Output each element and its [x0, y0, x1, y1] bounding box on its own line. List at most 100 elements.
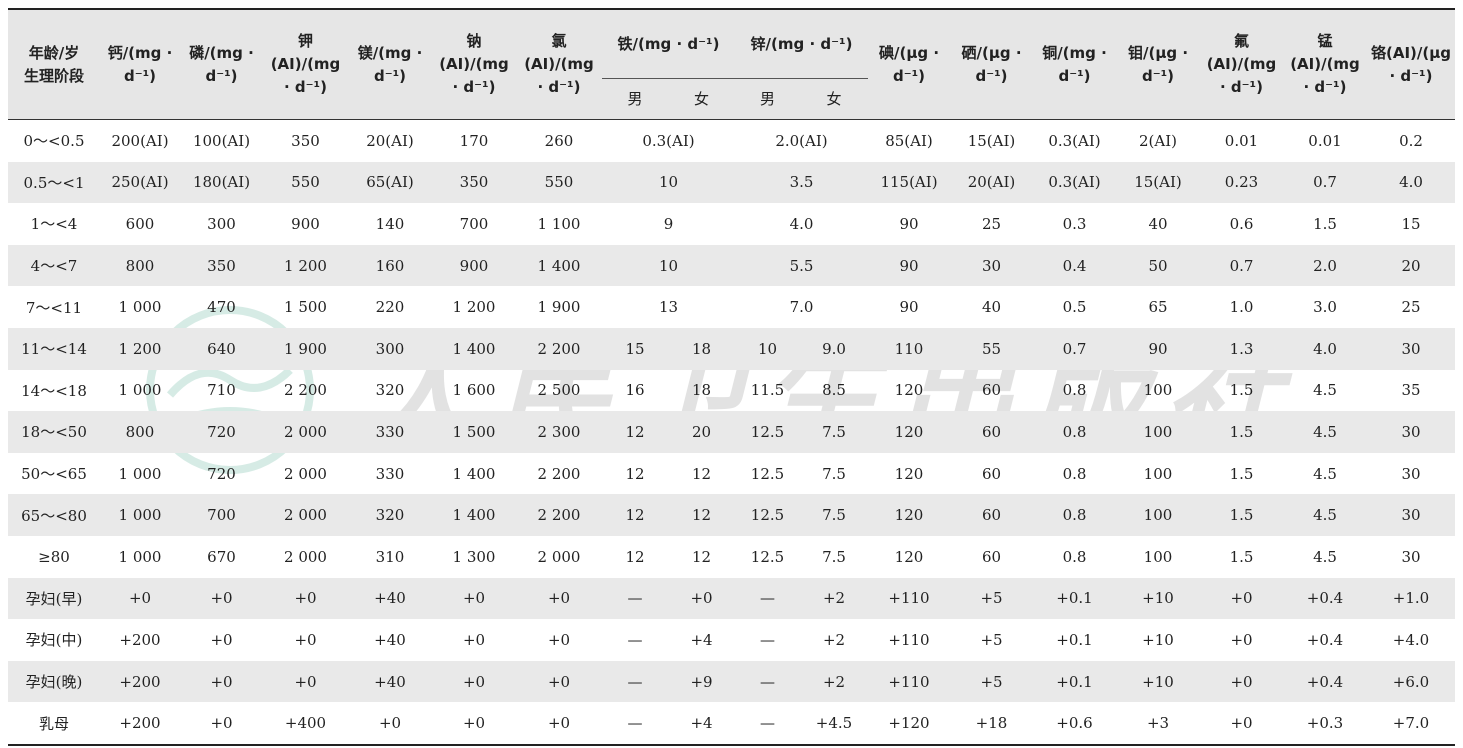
table-cell: +0 [516, 660, 602, 703]
sub-header-cell: 男 [735, 78, 800, 120]
table-cell: +110 [868, 660, 950, 703]
table-cell: +40 [374, 630, 406, 649]
table-cell: 1 600 [452, 381, 496, 400]
table-cell: 18 [691, 381, 712, 400]
table-row: 14～<18 1 000 710 2 200 320 1 600 2 500 16 18 11.5… [8, 370, 1455, 412]
table-cell: 1 900 [537, 298, 581, 317]
table-cell: +0 [100, 577, 180, 620]
table-cell: +18 [975, 714, 1008, 733]
header-cell: 氯(AI)/(mg · d⁻¹) [516, 9, 602, 120]
header-cell: 氟(AI)/(mg · d⁻¹) [1200, 9, 1283, 120]
table-cell: 2 000 [284, 547, 327, 566]
table-cell: +0 [180, 577, 263, 620]
table-cell: — [627, 714, 643, 733]
table-cell: 4.5 [1313, 547, 1337, 566]
table-cell: 100 [1143, 464, 1173, 483]
table-cell: +0 [1230, 630, 1253, 649]
table-cell: +0 [1200, 660, 1283, 703]
row-label: 50～<65 [21, 465, 87, 484]
table-cell: 170 [459, 131, 489, 150]
header-cell: 铬(AI)/(μg · d⁻¹) [1367, 9, 1455, 120]
row-label: 11～<14 [8, 327, 100, 370]
header-cell: 钾(AI)/(mg · d⁻¹) [263, 9, 348, 120]
table-cell: 9.0 [800, 327, 868, 370]
table-cell: 0.8 [1062, 464, 1087, 483]
table-cell: 900 [432, 244, 516, 287]
table-cell: 670 [207, 547, 236, 566]
table-cell: +200 [119, 630, 161, 649]
table-cell: 30 [1367, 494, 1455, 536]
table-cell: 100 [1116, 411, 1200, 453]
table-cell: 2 000 [263, 494, 348, 536]
table-cell: 1 400 [452, 464, 496, 483]
table-cell: +0 [294, 630, 317, 649]
table-cell: 1 000 [118, 298, 162, 317]
table-cell: +4.5 [815, 714, 853, 733]
table-cell: 2 200 [537, 464, 581, 483]
table-cell: 7.5 [822, 464, 846, 483]
table-header: 年龄/岁 生理阶段 钙/(mg · d⁻¹) 磷/(mg · d⁻¹) 钾(AI)/(m… [8, 9, 1455, 120]
table-cell: — [627, 630, 643, 649]
table-cell: +120 [888, 714, 930, 733]
table-cell: 1 000 [118, 464, 162, 483]
table-cell: +0 [462, 714, 486, 733]
table-cell: +110 [868, 577, 950, 620]
table-cell: 320 [348, 494, 432, 536]
table-cell: 12 [691, 547, 712, 566]
table-cell: +7.0 [1392, 714, 1430, 733]
table-cell: — [735, 577, 800, 620]
table-cell: 200(AI) [111, 131, 169, 150]
table-row: 65～<80 1 000 700 2 000 320 1 400 2 200 12 12 12.5… [8, 494, 1455, 536]
header-line: 年龄/岁 [28, 43, 80, 62]
table-row: 0.5～<1 250(AI) 180(AI) 550 65(AI) 350 550 10 3.5… [8, 161, 1455, 204]
table-cell: 100 [1143, 381, 1173, 400]
table-cell: +4.0 [1392, 630, 1430, 649]
header-cell: 钠(AI)/(mg · d⁻¹) [432, 9, 516, 120]
table-cell: 55 [950, 327, 1033, 370]
table-cell: 16 [625, 381, 645, 400]
table-cell: — [760, 630, 775, 649]
table-cell: 1 100 [537, 214, 581, 233]
table-cell: 1.5 [1229, 381, 1254, 400]
table-cell: 2 000 [263, 411, 348, 453]
row-label: 4～<7 [8, 244, 100, 287]
table-cell: 65(AI) [348, 161, 432, 204]
table-cell: +4 [690, 714, 713, 733]
table-cell: 35 [1401, 381, 1421, 400]
header-cell: 年龄/岁 生理阶段 [8, 9, 100, 120]
table-cell: 40 [1148, 214, 1168, 233]
table-cell: 1 900 [263, 327, 348, 370]
row-label: 0～<0.5 [23, 132, 85, 151]
table-cell: 115(AI) [868, 161, 950, 204]
table-cell: 0.01 [1224, 131, 1259, 150]
table-cell: 65 [1148, 298, 1168, 317]
table-cell: 2 200 [516, 327, 602, 370]
table-cell: 60 [981, 464, 1002, 483]
table-cell: +0 [516, 577, 602, 620]
table-cell: 710 [207, 381, 236, 400]
table-cell: 550 [516, 161, 602, 204]
table-cell: 2 200 [516, 494, 602, 536]
table-cell: +0 [1230, 714, 1253, 733]
table-cell: 2 000 [284, 464, 327, 483]
row-label: 孕妇(晚) [8, 660, 100, 703]
table-row: 50～<65 1 000 720 2 000 330 1 400 2 200 12 12 12.5… [8, 453, 1455, 495]
table-cell: 20(AI) [366, 131, 414, 150]
table-cell: 60 [950, 494, 1033, 536]
sub-header-cell: 男 [602, 78, 668, 120]
table-cell: 0.8 [1062, 381, 1087, 400]
table-cell: 8.5 [822, 381, 846, 400]
table-row: 孕妇(晚) +200 +0 +0 +40 +0 +0— +9— +2 +110 +5 +0.1 +10 +… [8, 660, 1455, 703]
table-cell: 120 [868, 411, 950, 453]
table-cell: 2.0(AI) [775, 131, 828, 150]
table-cell: 1 000 [118, 381, 162, 400]
header-cell: 钙/(mg · d⁻¹) [100, 9, 180, 120]
table-cell: +40 [348, 660, 432, 703]
table-cell: 13 [658, 298, 679, 317]
table-cell: 0.7 [1033, 327, 1116, 370]
table-cell: +0 [547, 714, 571, 733]
table-cell: 160 [348, 244, 432, 287]
table-cell: +40 [348, 577, 432, 620]
table-cell: 0.3(AI) [1048, 131, 1101, 150]
